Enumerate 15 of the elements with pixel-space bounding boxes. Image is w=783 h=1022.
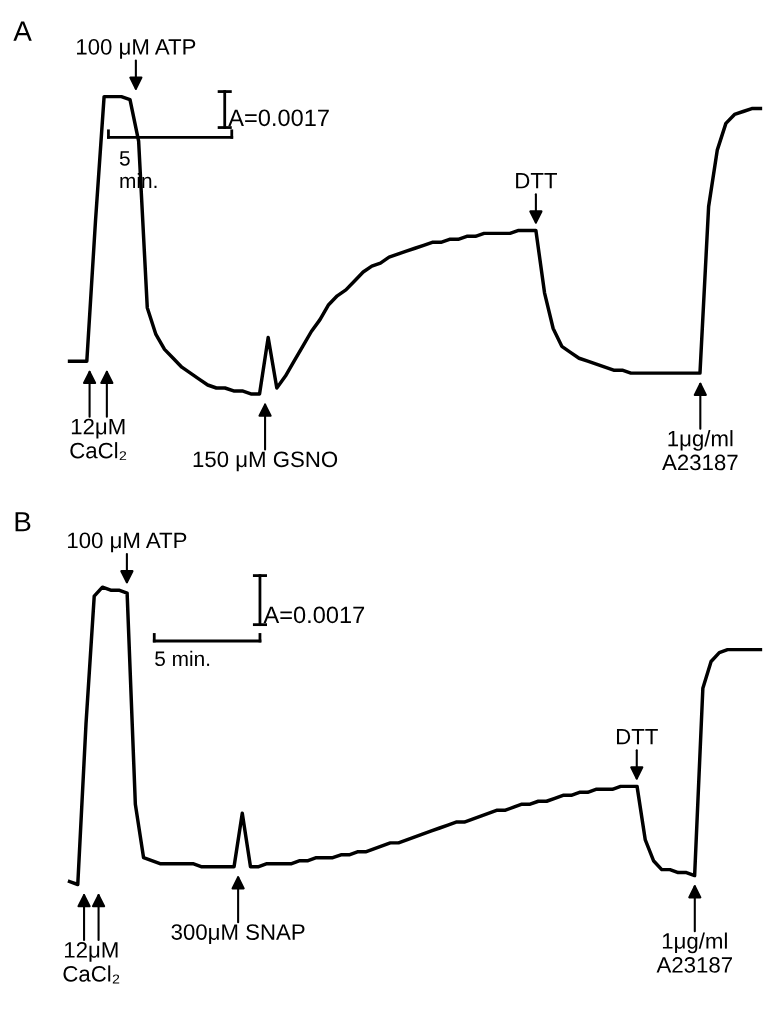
text: 1μg/ml A23187 [656,932,732,973]
annotation: A=0.0017 [228,109,329,127]
annotation: DTT [616,728,658,745]
annotation: A=0.0017 [263,606,365,624]
chart-title: A [13,21,32,41]
text: 100 μM ATP [68,532,187,553]
chart-title: B [15,512,31,532]
text: 12μM CaCl₂ [63,942,120,984]
text: 150 μM GSNO [193,451,338,472]
text: 100 μM ATP [77,39,196,59]
annotation: 5 min. [155,650,210,667]
annotation: DTT [516,173,557,189]
text: 1μg/ml A23187 [662,430,738,471]
text: 300μM SNAP [171,924,305,944]
text: 12μM CaCl₂ [70,418,127,461]
